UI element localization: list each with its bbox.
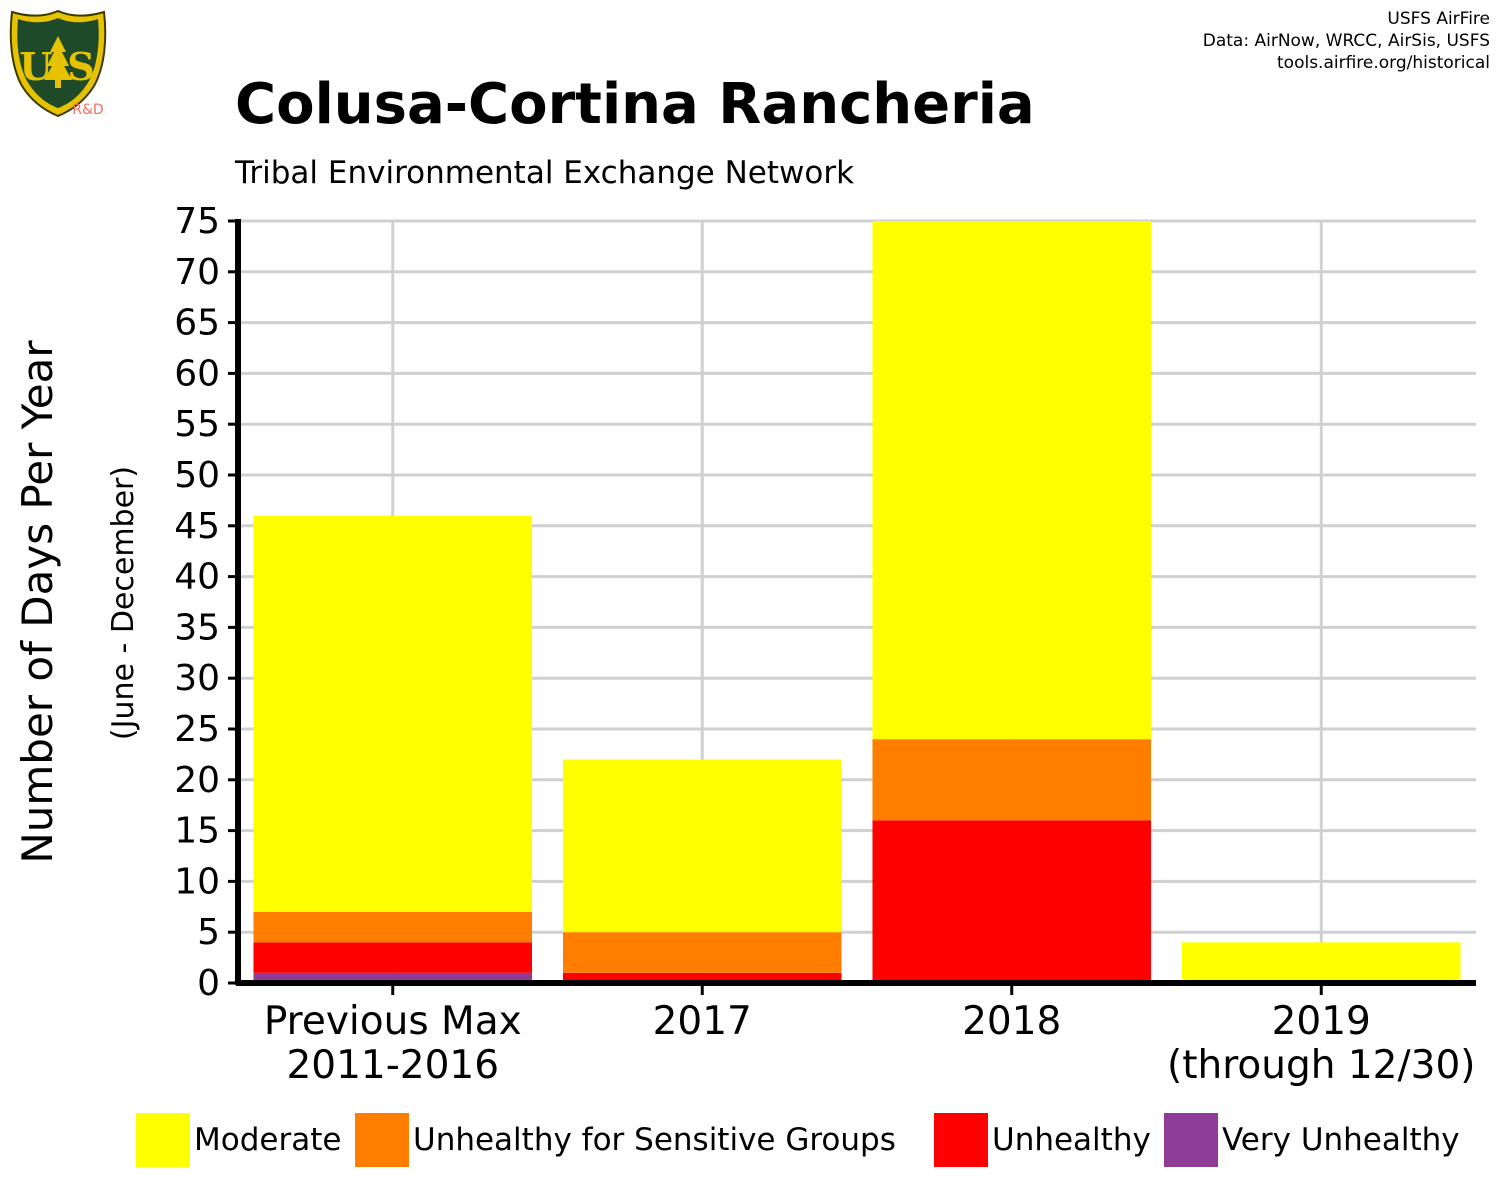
bar-segment [562,759,842,933]
bar-segment [253,515,533,912]
y-tick-label: 40 [174,557,220,598]
y-axis-subtitle: (June - December) [106,466,141,740]
data-credits: USFS AirFire Data: AirNow, WRCC, AirSis,… [1203,8,1490,74]
bar-segment [253,942,533,973]
y-tick-label: 25 [174,709,220,750]
y-tick-label: 60 [174,353,220,394]
y-tick-label: 70 [174,252,220,293]
x-tick-label: (through 12/30) [1167,1043,1475,1088]
credit-line-url: tools.airfire.org/historical [1277,53,1490,73]
y-axis-title: Number of Days Per Year [13,340,62,864]
legend-label: Unhealthy [992,1122,1151,1158]
legend-swatch [1164,1113,1218,1167]
legend-item: Very Unhealthy [1164,1112,1460,1168]
y-tick-label: 65 [174,303,220,344]
y-tick-label: 15 [174,811,220,852]
chart-subtitle: Tribal Environmental Exchange Network [235,155,855,191]
x-tick-label: 2011-2016 [286,1043,499,1088]
bar-segment [872,820,1152,983]
forest-service-logo: U S R&D [9,9,107,118]
legend-swatch [934,1113,988,1167]
logo-tag: R&D [72,102,103,118]
credit-line-data: Data: AirNow, WRCC, AirSis, USFS [1202,31,1490,51]
legend: Moderate Unhealthy for Sensitive Groups Un… [0,1112,1500,1172]
y-tick-label: 75 [174,201,220,242]
svg-text:U: U [19,44,52,89]
y-tick-label: 5 [197,912,220,953]
bar-segment [562,932,842,973]
y-tick-label: 35 [174,607,220,648]
legend-label: Moderate [194,1122,342,1158]
y-tick-label: 30 [174,658,220,699]
us-forest-service-shield-icon: U S [9,9,107,118]
credit-line-source: USFS AirFire [1387,9,1490,29]
y-tick-label: 10 [174,861,220,902]
bar-segment [562,972,842,983]
x-tick-label: 2017 [653,999,752,1044]
legend-item: Unhealthy [934,1112,1151,1168]
y-tick-label: 55 [174,404,220,445]
bars [253,221,1461,983]
x-tick-label: 2018 [962,999,1061,1044]
bar-segment [872,221,1152,740]
x-tick-label: 2019 [1272,999,1371,1044]
legend-label: Very Unhealthy [1222,1122,1460,1158]
bar-segment [253,972,533,983]
legend-label: Unhealthy for Sensitive Groups [413,1122,896,1158]
y-tick-label: 20 [174,760,220,801]
legend-swatch [355,1113,409,1167]
svg-text:S: S [67,44,94,89]
legend-item: Moderate [136,1112,341,1168]
legend-swatch [136,1113,190,1167]
bar-segment [872,739,1152,821]
bar-segment [1181,942,1461,983]
bar-segment [253,911,533,943]
x-tick-label: Previous Max [264,999,522,1044]
y-tick-label: 0 [197,963,220,1004]
y-tick-label: 50 [174,455,220,496]
chart-title: Colusa-Cortina Rancheria [235,72,1035,137]
axis-labels: 0 5 10 15 20 25 30 35 40 45 50 55 60 65 70 75 Previous M… [13,201,1475,1088]
legend-item: Unhealthy for Sensitive Groups [355,1112,896,1168]
y-tick-label: 45 [174,506,220,547]
axes [228,219,1476,995]
